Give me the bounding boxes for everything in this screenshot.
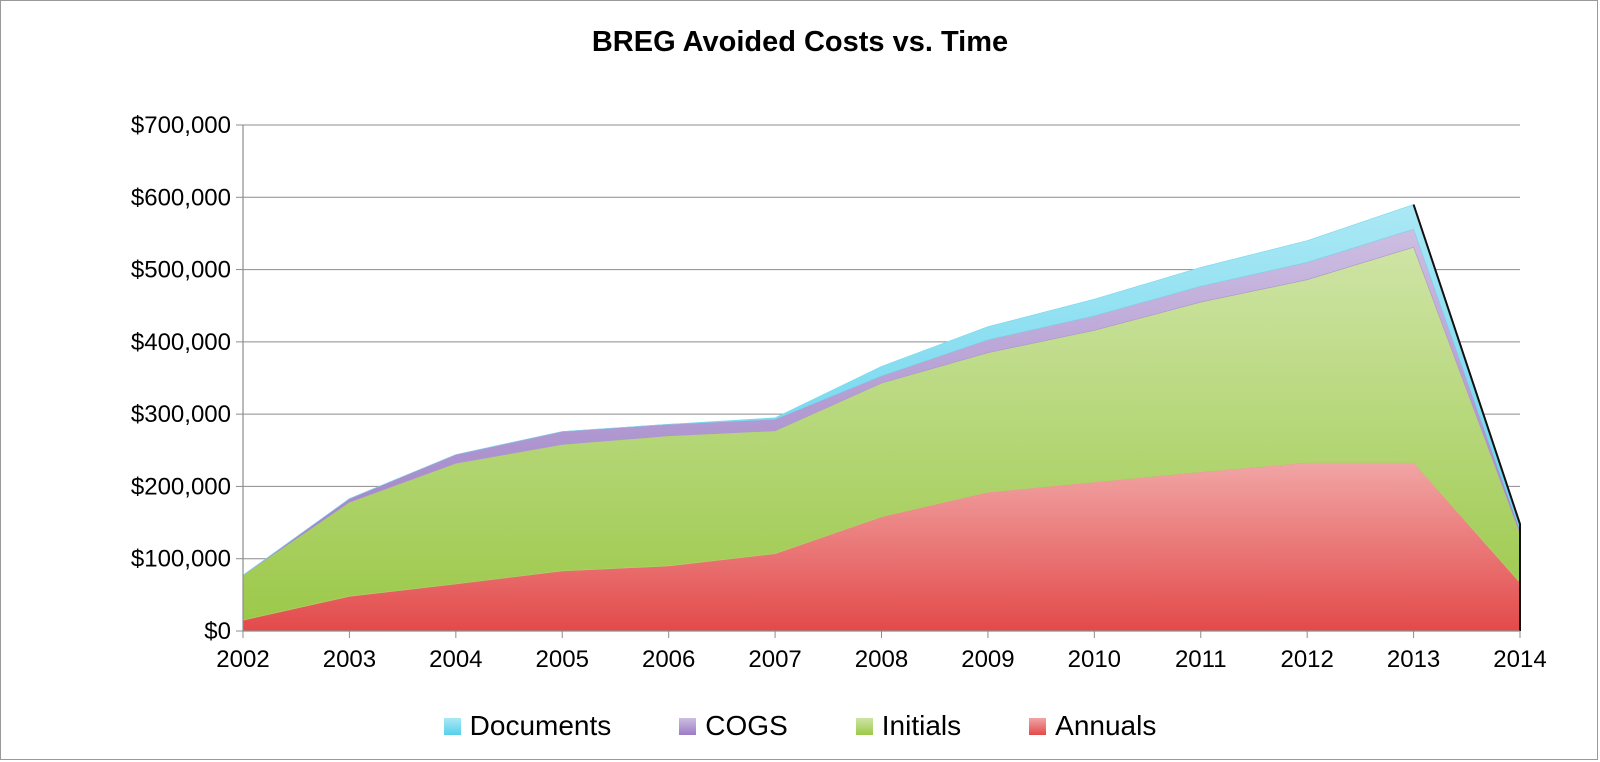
legend-label: Initials	[881, 710, 962, 741]
y-tick-label: $700,000	[131, 112, 231, 139]
legend: Documents COGS Initials Annuals	[0, 706, 1600, 746]
y-tick-label: $500,000	[131, 257, 231, 284]
legend-item-cogs: COGS	[679, 710, 788, 742]
legend-item-annuals: Annuals	[1029, 710, 1156, 742]
y-tick-label: $300,000	[131, 401, 231, 428]
x-tick-label: 2003	[323, 646, 376, 673]
x-tick-label: 2002	[216, 646, 269, 673]
legend-label: Documents	[469, 710, 612, 741]
legend-item-initials: Initials	[855, 710, 962, 742]
legend-swatch	[443, 717, 461, 735]
legend-item-documents: Documents	[443, 710, 612, 742]
x-tick-label: 2014	[1493, 646, 1546, 673]
y-tick-label: $100,000	[131, 546, 231, 573]
y-tick-labels: $0 $100,000 $200,000 $300,000 $400,000 $500,0…	[131, 112, 231, 645]
x-tick-label: 2008	[855, 646, 908, 673]
series-areas	[242, 204, 1521, 632]
x-tick-label: 2007	[748, 646, 801, 673]
legend-label: COGS	[705, 710, 788, 741]
axes	[242, 125, 1521, 638]
legend-label: Annuals	[1055, 710, 1157, 741]
y-tick-label: $200,000	[131, 473, 231, 500]
x-tick-labels: 2002 2003 2004 2005 2006 2007 2008 2009 2010 2011…	[216, 646, 1546, 673]
legend-swatch	[855, 717, 873, 735]
x-tick-label: 2006	[642, 646, 695, 673]
y-tick-label: $400,000	[131, 329, 231, 356]
area-edge-outline	[1412, 204, 1521, 631]
x-tick-label: 2009	[961, 646, 1014, 673]
legend-swatch	[679, 717, 697, 735]
x-tick-label: 2010	[1068, 646, 1121, 673]
x-tick-label: 2004	[429, 646, 482, 673]
x-tick-label: 2013	[1387, 646, 1440, 673]
x-tick-label: 2005	[536, 646, 589, 673]
legend-swatch	[1029, 717, 1047, 735]
y-tick-label: $600,000	[131, 184, 231, 211]
x-tick-label: 2012	[1280, 646, 1333, 673]
x-tick-label: 2011	[1175, 646, 1227, 673]
chart-title: BREG Avoided Costs vs. Time	[591, 26, 1009, 58]
y-tick-label: $0	[204, 618, 231, 645]
